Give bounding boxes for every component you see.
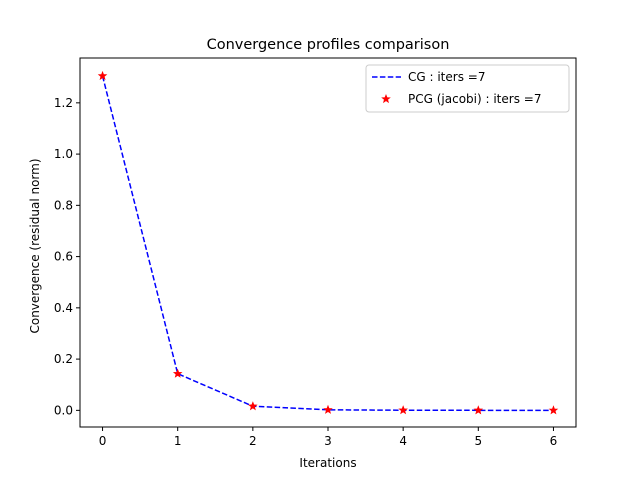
legend: CG : iters =7 PCG (jacobi) : iters =7 [365, 64, 570, 113]
x-tick-label: 6 [550, 434, 558, 448]
x-axis: 0 1 2 3 4 5 6 [99, 427, 558, 448]
x-tick-label: 2 [249, 434, 257, 448]
x-axis-label: Iterations [299, 456, 356, 470]
y-tick-label: 1.2 [54, 96, 73, 110]
chart-title: Convergence profiles comparison [207, 37, 450, 53]
data-point-pcg [172, 368, 183, 378]
x-tick-label: 4 [399, 434, 407, 448]
x-tick-label: 5 [474, 434, 482, 448]
y-tick-label: 0.0 [54, 403, 73, 417]
x-tick-label: 0 [99, 434, 107, 448]
y-tick-label: 0.2 [54, 352, 73, 366]
data-point-pcg [248, 401, 258, 411]
legend-swatch-pcg [381, 93, 391, 104]
x-tick-label: 3 [324, 434, 332, 448]
series-layer [97, 70, 559, 415]
x-tick-label: 1 [174, 434, 182, 448]
y-axis: 0.0 0.2 0.4 0.6 0.8 1.0 1.2 [54, 96, 80, 417]
data-point-pcg [323, 404, 333, 414]
y-tick-label: 0.4 [54, 301, 73, 315]
data-point-pcg [473, 405, 484, 415]
data-point-pcg [97, 70, 108, 81]
data-point-pcg [398, 405, 408, 415]
y-tick-label: 0.8 [54, 198, 73, 212]
y-tick-label: 0.6 [54, 250, 73, 264]
y-tick-label: 1.0 [54, 147, 73, 161]
legend-label: PCG (jacobi) : iters =7 [408, 92, 541, 106]
data-point-pcg [548, 405, 559, 415]
y-axis-label: Convergence (residual norm) [28, 158, 42, 333]
legend-box [365, 64, 570, 113]
legend-label: CG : iters =7 [408, 70, 485, 84]
